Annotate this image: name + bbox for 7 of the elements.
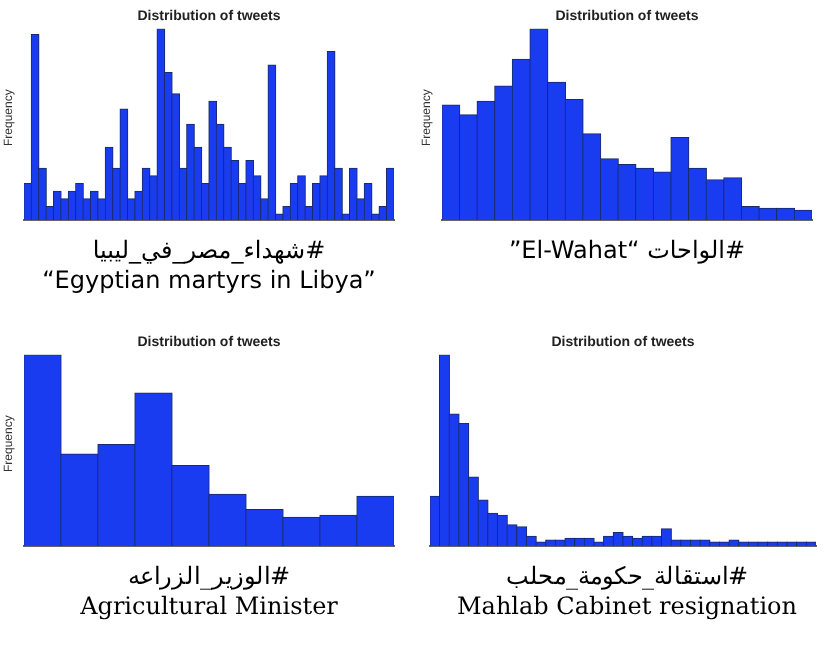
text: #شهداء_مصر_في_ليبيا bbox=[92, 236, 326, 266]
text: Agricultural Minister bbox=[80, 591, 338, 621]
text: #الواحات “El-Wahat” bbox=[508, 236, 746, 266]
text: “Egyptian martyrs in Libya” bbox=[42, 266, 376, 296]
text: Mahlab Cabinet resignation bbox=[457, 591, 797, 621]
text: #استقالة_حكومة_محلب bbox=[505, 561, 749, 591]
text: #الوزير_الزراعه bbox=[127, 561, 291, 591]
